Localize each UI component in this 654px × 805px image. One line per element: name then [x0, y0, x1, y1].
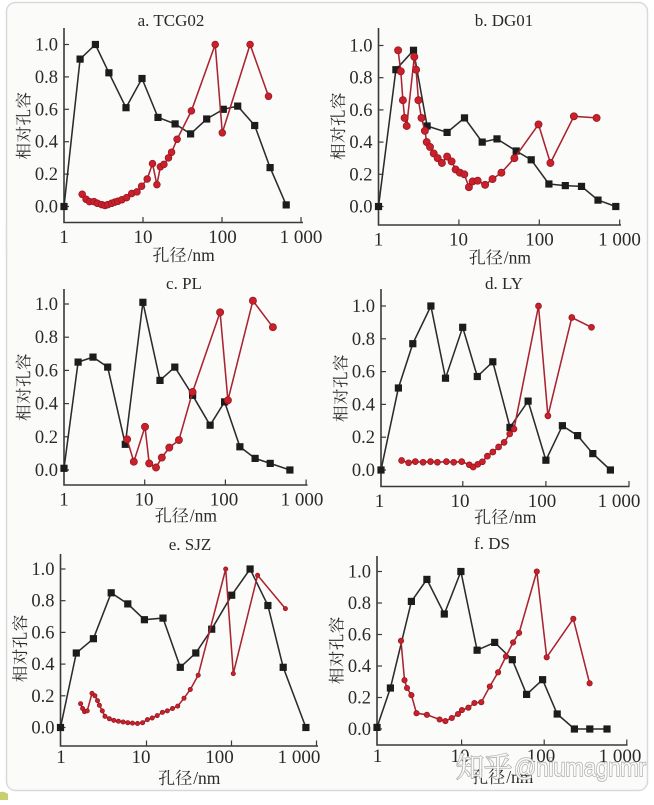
svg-text:1.0: 1.0	[31, 560, 54, 580]
svg-text:0.4: 0.4	[349, 133, 372, 153]
svg-text:0.0: 0.0	[348, 720, 371, 740]
svg-text:0.0: 0.0	[35, 198, 58, 218]
svg-text:0.2: 0.2	[35, 428, 58, 448]
svg-text:1: 1	[375, 491, 385, 512]
svg-text:0.8: 0.8	[348, 594, 371, 614]
svg-text:1 000: 1 000	[598, 491, 641, 512]
svg-text:d. LY: d. LY	[485, 274, 523, 293]
svg-text:0.8: 0.8	[31, 592, 54, 612]
svg-text:10: 10	[451, 491, 470, 512]
svg-text:f. DS: f. DS	[474, 534, 510, 553]
svg-text:1 000: 1 000	[278, 747, 321, 768]
svg-text:@niumagnmr: @niumagnmr	[514, 754, 646, 782]
svg-text:0.6: 0.6	[31, 623, 54, 643]
svg-text:0.4: 0.4	[352, 395, 375, 415]
svg-text:100: 100	[205, 747, 234, 768]
svg-text:a. TCG02: a. TCG02	[138, 11, 205, 30]
svg-text:/nm: /nm	[504, 248, 532, 268]
svg-text:100: 100	[528, 491, 557, 512]
svg-text:b. DG01: b. DG01	[475, 11, 534, 30]
svg-text:c. PL: c. PL	[166, 274, 202, 293]
svg-text:10: 10	[449, 230, 468, 251]
svg-text:1 000: 1 000	[599, 746, 642, 767]
svg-text:10: 10	[134, 227, 153, 248]
svg-text:0.4: 0.4	[31, 655, 54, 675]
svg-text:100: 100	[210, 490, 239, 511]
svg-text:0.2: 0.2	[31, 687, 54, 707]
svg-text:0.6: 0.6	[352, 363, 375, 383]
svg-text:0.0: 0.0	[31, 719, 54, 739]
svg-text:0.2: 0.2	[352, 428, 375, 448]
svg-text:100: 100	[525, 230, 554, 251]
svg-text:1.0: 1.0	[35, 295, 58, 315]
svg-text:1.0: 1.0	[35, 36, 58, 56]
svg-text:/nm: /nm	[509, 507, 537, 527]
svg-text:1.0: 1.0	[349, 37, 372, 57]
svg-text:100: 100	[527, 746, 556, 767]
svg-text:0.4: 0.4	[35, 133, 58, 153]
svg-text:/nm: /nm	[188, 245, 216, 265]
svg-text:e. SJZ: e. SJZ	[169, 535, 212, 554]
svg-text:1: 1	[374, 230, 384, 251]
svg-text:/nm: /nm	[190, 506, 218, 526]
svg-text:0.0: 0.0	[352, 461, 375, 481]
svg-text:0.8: 0.8	[352, 330, 375, 350]
svg-text:0.6: 0.6	[35, 361, 58, 381]
svg-text:1 000: 1 000	[598, 230, 641, 251]
svg-text:10: 10	[132, 747, 151, 768]
svg-text:100: 100	[208, 227, 237, 248]
svg-text:0.4: 0.4	[348, 657, 371, 677]
svg-text:0.0: 0.0	[349, 198, 372, 218]
svg-text:0.6: 0.6	[348, 626, 371, 646]
svg-text:1: 1	[56, 747, 66, 768]
svg-text:1 000: 1 000	[281, 490, 324, 511]
svg-text:1: 1	[59, 227, 69, 248]
svg-text:1.0: 1.0	[348, 563, 371, 583]
svg-text:0.8: 0.8	[35, 328, 58, 348]
svg-text:0.8: 0.8	[349, 69, 372, 89]
svg-text:0.2: 0.2	[35, 165, 58, 185]
svg-text:1: 1	[373, 746, 383, 767]
svg-text:1 000: 1 000	[280, 227, 323, 248]
svg-text:0.4: 0.4	[35, 395, 58, 415]
svg-text:1.0: 1.0	[352, 297, 375, 317]
svg-text:0.0: 0.0	[35, 461, 58, 481]
svg-text:0.6: 0.6	[35, 100, 58, 120]
svg-text:/nm: /nm	[506, 767, 534, 787]
svg-text:0.8: 0.8	[35, 68, 58, 88]
svg-text:0.2: 0.2	[349, 165, 372, 185]
svg-text:/nm: /nm	[193, 768, 221, 788]
svg-text:10: 10	[135, 490, 154, 511]
svg-text:0.6: 0.6	[349, 101, 372, 121]
svg-text:0.2: 0.2	[348, 689, 371, 709]
svg-text:1: 1	[59, 490, 69, 511]
svg-text:@niumagnmr: @niumagnmr	[514, 754, 646, 782]
